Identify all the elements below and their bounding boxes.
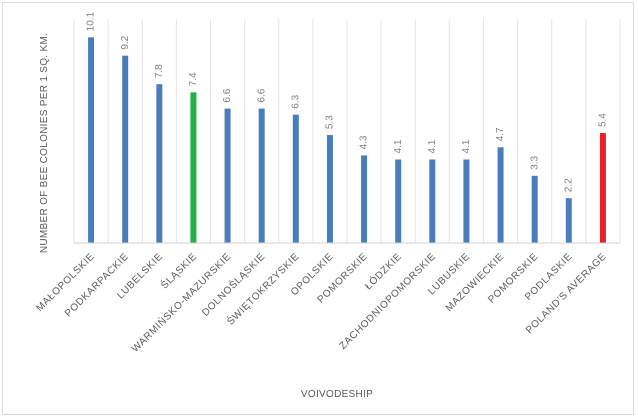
bar-11 xyxy=(463,159,470,243)
bar-9 xyxy=(395,159,402,243)
data-label-10: 4.1 xyxy=(427,139,438,153)
category-gridlines xyxy=(73,19,621,243)
bar-chart: 10.1 9.2 7.8 7.4 6.6 6.6 6.3 5.3 4.3 4.1 4.1 4.1 4.7… xyxy=(34,11,621,400)
data-label-12: 4.7 xyxy=(495,127,506,141)
x-tick-label-12: MAZOWIECKIE xyxy=(444,251,507,314)
bar-2 xyxy=(156,84,163,243)
x-tick-label-5: DOLNOŚLĄSKIE xyxy=(199,250,268,319)
bar-12 xyxy=(497,147,504,243)
bar-series xyxy=(88,37,606,244)
bar-6 xyxy=(292,114,299,243)
data-label-11: 4.1 xyxy=(461,139,472,153)
bar-10 xyxy=(429,159,436,243)
bar-5 xyxy=(258,108,265,243)
data-label-14: 2.2 xyxy=(563,178,574,192)
data-label-3: 7.4 xyxy=(188,72,199,86)
data-label-0: 10.1 xyxy=(86,11,97,31)
bar-15 xyxy=(599,133,606,243)
y-axis-title: NUMBER OF BEE COLONIES PER 1 SQ. KM. xyxy=(39,33,50,253)
data-label-8: 4.3 xyxy=(359,135,370,149)
bar-7 xyxy=(326,135,333,243)
data-label-4: 6.6 xyxy=(222,88,233,102)
data-label-1: 9.2 xyxy=(120,35,131,49)
data-label-7: 5.3 xyxy=(325,115,336,129)
x-tick-label-0: MAŁOPOLSKIE xyxy=(34,251,97,314)
data-label-13: 3.3 xyxy=(529,155,540,169)
data-label-5: 6.6 xyxy=(256,88,267,102)
bar-4 xyxy=(224,108,231,243)
bar-13 xyxy=(531,175,538,243)
x-tick-label-1: PODKARPACKIE xyxy=(63,251,131,319)
data-label-6: 6.3 xyxy=(290,94,301,108)
x-axis-title: VOIVODESHIP xyxy=(301,389,373,400)
data-label-9: 4.1 xyxy=(393,139,404,153)
bar-14 xyxy=(565,198,572,243)
bar-8 xyxy=(361,155,368,243)
x-tick-labels: MAŁOPOLSKIEPODKARPACKIELUBELSKIEŚLĄSKIEW… xyxy=(34,250,609,355)
bar-1 xyxy=(122,55,129,244)
data-labels: 10.1 9.2 7.8 7.4 6.6 6.6 6.3 5.3 4.3 4.1 4.1 4.1 4.7… xyxy=(86,11,609,192)
data-label-15: 5.4 xyxy=(598,113,609,127)
data-label-2: 7.8 xyxy=(154,64,165,78)
bar-3 xyxy=(190,92,197,244)
chart-frame: 10.1 9.2 7.8 7.4 6.6 6.6 6.3 5.3 4.3 4.1 4.1 4.1 4.7… xyxy=(2,2,634,415)
bar-0 xyxy=(88,37,95,244)
